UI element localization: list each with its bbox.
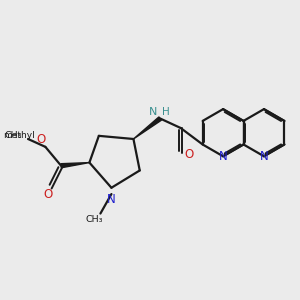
Text: N: N [149, 106, 157, 117]
Text: O: O [184, 148, 193, 161]
Text: H: H [162, 106, 170, 117]
Text: methyl: methyl [3, 131, 35, 140]
Text: N: N [260, 150, 268, 163]
Text: CH₃: CH₃ [86, 215, 104, 224]
Text: N: N [219, 150, 227, 163]
Polygon shape [134, 117, 161, 139]
Text: O: O [43, 188, 52, 201]
Text: CH₃: CH₃ [5, 131, 22, 140]
Text: N: N [107, 193, 116, 206]
Text: O: O [36, 134, 45, 146]
Polygon shape [61, 163, 89, 168]
